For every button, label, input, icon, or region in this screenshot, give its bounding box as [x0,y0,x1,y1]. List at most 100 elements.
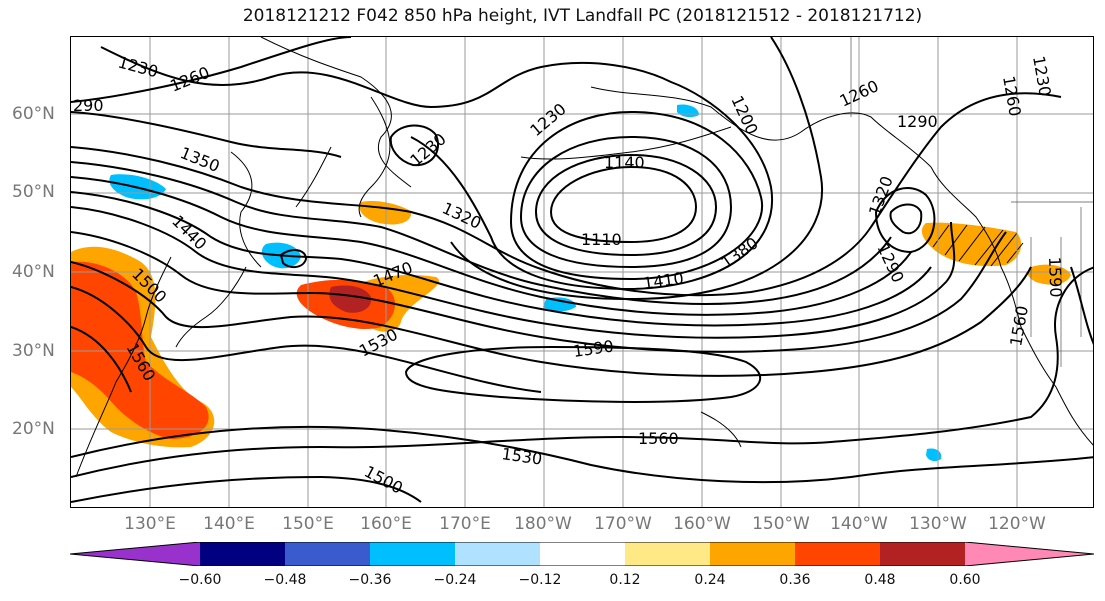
ivt-patch-neg-central [543,297,576,312]
hatch-line [932,224,950,248]
contour-label: 1530 [500,444,543,468]
contour-1350 [71,161,892,305]
ivt-patch-westcoast-edge [1027,264,1071,285]
colorbar-segment [200,542,285,566]
contour-label: 1110 [581,230,622,249]
contour-label: 1200 [727,93,761,138]
coastline-siberia [260,37,412,208]
contour-1380 [71,176,912,316]
colorbar-tick-label: −0.36 [348,572,392,588]
colorbar-segment [625,542,710,566]
contour-1230-west-low [389,124,439,167]
contour-label: 1380 [717,233,761,272]
colorbar-tick-label: 0.60 [949,572,981,588]
contour-label: 1590 [572,336,615,360]
contour-1260 [71,37,824,301]
hatch-line [944,224,968,256]
lon-label-120w: 120°W [988,514,1046,534]
contour-1530 [71,286,1093,484]
contour-1500-south [71,475,422,503]
contour-1590-east [1070,266,1093,345]
ivt-patch-kuril-max [329,285,372,313]
contour-1110 [549,165,698,244]
coastlines [75,37,1093,478]
contour-label: 1590 [1045,256,1065,297]
lon-label-170e: 170°E [439,514,491,534]
contour-1590-high [404,345,761,403]
contour-label: 1230 [406,129,449,170]
ivt-patch-aleutian-west [359,201,412,225]
coastline-okhotsk [230,151,262,268]
lon-label-130w: 130°W [909,514,967,534]
map-panel: 1230 1260 290 1350 1440 1500 1560 1230 1… [70,36,1094,508]
border-us-states [1030,207,1082,367]
contour-1200 [510,110,764,281]
contour-label: 1350 [178,143,223,176]
lat-label-40n: 40°N [12,262,55,282]
contour-1440 [71,206,956,339]
hatch-line [1006,242,1024,264]
lon-label-150e: 150°E [282,514,334,534]
lon-label-140e: 140°E [203,514,255,534]
contour-1170 [519,135,733,269]
colorbar-tick-label: −0.60 [178,572,222,588]
colorbar-segment [455,542,540,566]
contour-label: 1230 [1029,54,1055,97]
lon-label-130e: 130°E [124,514,176,534]
lat-label-50n: 50°N [12,182,55,202]
colorbar-tick-label: 0.12 [609,572,641,588]
lon-label-140w: 140°W [830,514,888,534]
hatch-line [974,229,1004,266]
contour-1470-low [279,249,308,269]
plot-title: 2018121212 F042 850 hPa height, IVT Land… [242,6,923,26]
lon-label-180w: 180°W [514,514,572,534]
contour-label: 1260 [167,63,212,96]
colorbar-tick-label: 0.48 [864,572,896,588]
contour-1500 [71,261,1032,377]
colorbar-segment [370,542,455,566]
ivt-patch-east-asia-core [71,261,209,439]
coastline-korea-china [75,256,172,478]
contour-1230 [100,46,774,291]
political-borders [850,37,1093,367]
coastline-bc-coast [930,166,1093,446]
colorbar-extend-low [70,542,200,566]
contour-label: 290 [73,96,104,115]
lon-label-160e: 160°E [360,514,412,534]
hatch-line [958,226,986,262]
ivt-hatching [932,224,1024,267]
contour-1290-low [874,187,936,254]
colorbar [69,541,1095,570]
colorbar-tick-label: 0.36 [779,572,811,588]
contour-1140 [534,153,718,257]
contour-label: 1320 [439,198,484,232]
colorbar-extend-high [965,542,1094,566]
contour-1470 [71,231,1007,353]
colorbar-tick-label: −0.48 [263,572,307,588]
hatch-line [990,232,1018,267]
height-contours [71,37,1093,503]
lon-label-170w: 170°W [594,514,652,534]
coastline-hawaii [700,411,742,448]
colorbar-tick-label: −0.24 [433,572,477,588]
colorbar-segment [880,542,965,566]
lat-label-30n: 30°N [12,341,55,361]
ivt-patch-neg-hawaii-east [926,448,942,462]
contour-label: 1230 [116,53,160,82]
contour-1320 [71,92,1062,297]
lon-label-150w: 150°W [752,514,810,534]
contour-1410 [71,191,932,327]
coastline-kamchatka [358,96,391,218]
colorbar-tick-label: 0.24 [694,572,726,588]
contour-label: 1560 [638,429,679,448]
contour-1560 [71,266,1093,478]
contour-label: 1290 [897,112,938,131]
colorbar-segment [285,542,370,566]
coastline-alaska [590,86,932,168]
colorbar-tick-label: −0.12 [518,572,562,588]
contour-label: 1140 [604,153,645,172]
lat-label-20n: 20°N [12,419,55,439]
colorbar-segment [710,542,795,566]
contour-label: 1260 [999,74,1025,117]
colorbar-segment [540,542,625,566]
